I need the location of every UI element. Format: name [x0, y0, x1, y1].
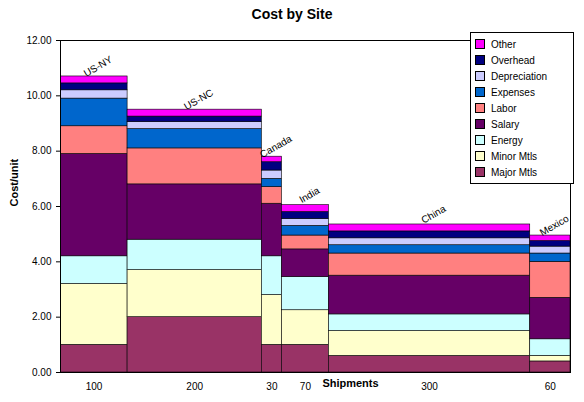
svg-text:8.00: 8.00: [32, 145, 52, 156]
html-text:Depreciation: Depreciation: [491, 70, 548, 82]
svg-text:US-NY: US-NY: [82, 54, 115, 79]
svg-text:30: 30: [266, 381, 278, 392]
html-text:Minor Mtls: Minor Mtls: [491, 150, 538, 162]
html-text:Labor: Labor: [491, 102, 517, 114]
svg-text:4.00: 4.00: [32, 256, 52, 267]
svg-text:India: India: [297, 184, 322, 205]
svg-text:Shipments: Shipments: [322, 377, 378, 389]
svg-text:70: 70: [300, 381, 312, 392]
svg-text:2.00: 2.00: [32, 311, 52, 322]
svg-text:Cost/unit: Cost/unit: [8, 159, 20, 207]
svg-text:12.00: 12.00: [26, 35, 51, 46]
svg-text:10.00: 10.00: [26, 90, 51, 101]
svg-text:US-NC: US-NC: [182, 87, 215, 112]
svg-text:China: China: [419, 203, 448, 226]
html-text:Major Mtls: Major Mtls: [491, 166, 538, 178]
html-text:Expenses: Expenses: [491, 86, 535, 98]
svg-text:100: 100: [86, 381, 103, 392]
html-text:Cost by Site: Cost by Site: [251, 6, 333, 22]
svg-text:0.00: 0.00: [32, 367, 52, 378]
svg-text:60: 60: [545, 381, 557, 392]
html-text:Salary: Salary: [491, 118, 520, 130]
svg-text:Canada: Canada: [258, 133, 294, 160]
html-text:Overhead: Overhead: [491, 54, 535, 66]
svg-text:300: 300: [421, 381, 438, 392]
svg-text:200: 200: [186, 381, 203, 392]
svg-text:6.00: 6.00: [32, 201, 52, 212]
html-text:Energy: Energy: [491, 134, 523, 146]
svg-text:Mexico: Mexico: [538, 212, 571, 238]
html-text:Other: Other: [491, 38, 516, 50]
